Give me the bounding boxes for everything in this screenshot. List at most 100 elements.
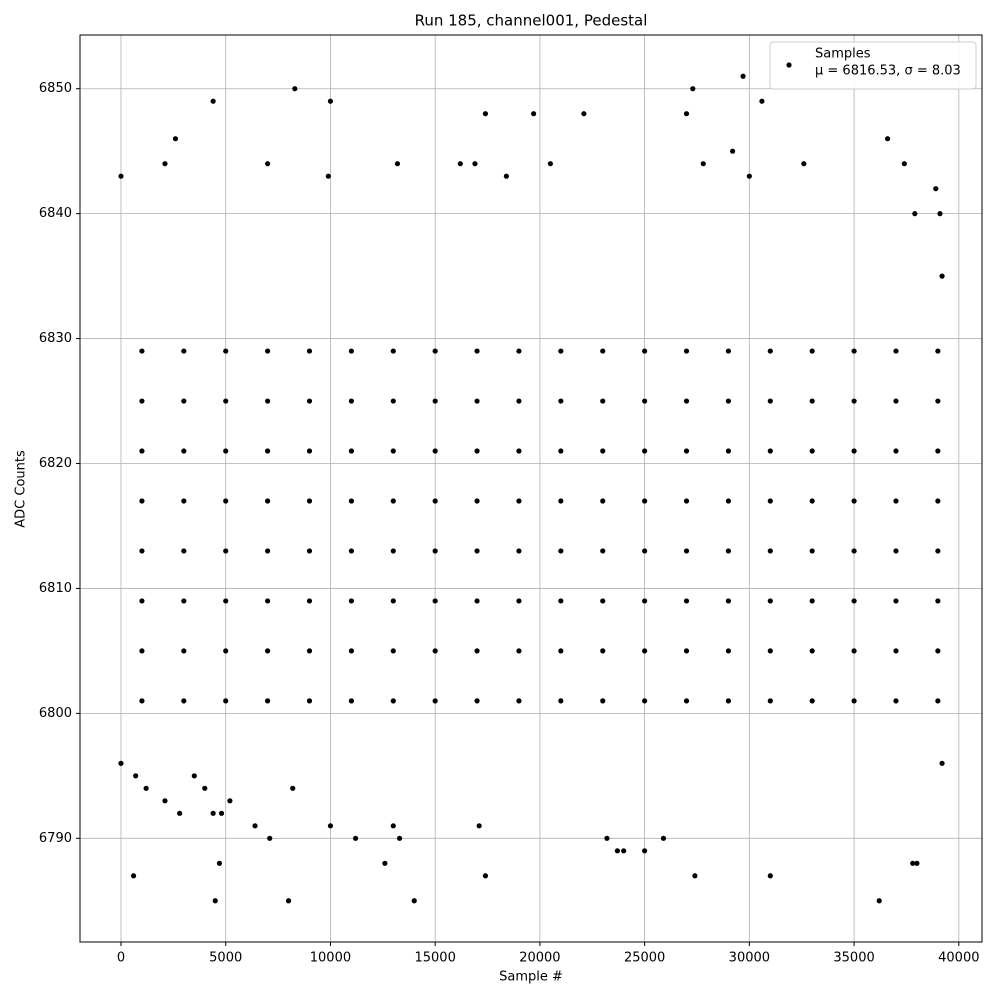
- point: [642, 448, 648, 454]
- point: [382, 860, 388, 866]
- point: [767, 348, 773, 354]
- point: [660, 835, 667, 841]
- legend-label: Samples: [815, 47, 871, 62]
- series: [118, 73, 945, 904]
- point: [901, 161, 907, 167]
- point: [851, 498, 857, 504]
- point: [767, 448, 773, 454]
- x-tick-label: 20000: [519, 951, 560, 966]
- point: [642, 698, 648, 704]
- point: [683, 648, 690, 654]
- point: [265, 398, 271, 404]
- point: [411, 898, 417, 904]
- point: [851, 548, 857, 554]
- point: [218, 810, 225, 816]
- point: [181, 648, 187, 654]
- point: [642, 498, 648, 504]
- point: [396, 835, 403, 841]
- chart-title: Run 185, channel001, Pedestal: [415, 12, 648, 30]
- point: [432, 548, 438, 554]
- point: [516, 498, 522, 504]
- legend-stats: μ = 6816.53, σ = 8.03: [815, 64, 961, 79]
- point: [327, 823, 334, 829]
- point: [472, 161, 478, 167]
- point: [292, 86, 298, 92]
- point: [558, 648, 564, 654]
- point: [394, 161, 401, 167]
- point: [746, 173, 752, 179]
- point: [348, 398, 354, 404]
- point: [935, 598, 941, 604]
- point: [516, 448, 522, 454]
- point: [474, 548, 480, 554]
- point: [851, 448, 857, 454]
- point: [767, 873, 773, 879]
- point: [191, 773, 197, 779]
- y-tick-label: 6810: [39, 581, 72, 596]
- point: [306, 598, 313, 604]
- point: [642, 598, 648, 604]
- point: [683, 498, 690, 504]
- point: [893, 598, 899, 604]
- point: [390, 498, 396, 504]
- plot-frame: [79, 34, 983, 943]
- point: [809, 348, 815, 354]
- point: [683, 548, 690, 554]
- point: [851, 398, 857, 404]
- point: [139, 598, 145, 604]
- point: [683, 111, 690, 117]
- point: [306, 348, 313, 354]
- point: [432, 598, 438, 604]
- point: [181, 448, 187, 454]
- y-tick-label: 6840: [39, 206, 72, 221]
- point: [327, 98, 334, 104]
- point: [642, 398, 648, 404]
- point: [306, 448, 313, 454]
- point: [893, 498, 899, 504]
- point: [851, 598, 857, 604]
- point: [474, 698, 480, 704]
- point: [767, 398, 773, 404]
- point: [937, 211, 943, 217]
- x-tick-label: 0: [117, 951, 125, 966]
- point: [600, 448, 606, 454]
- point: [690, 86, 696, 92]
- y-tick-label: 6850: [39, 81, 72, 96]
- point: [265, 161, 271, 167]
- point: [600, 398, 606, 404]
- point: [876, 898, 882, 904]
- y-tick-label: 6790: [39, 831, 72, 846]
- point: [558, 448, 564, 454]
- point: [683, 698, 690, 704]
- point: [223, 398, 229, 404]
- point: [503, 173, 509, 179]
- point: [139, 398, 145, 404]
- point: [767, 498, 773, 504]
- point: [935, 448, 941, 454]
- point: [306, 648, 313, 654]
- point: [600, 498, 606, 504]
- point: [210, 98, 216, 104]
- point: [700, 161, 706, 167]
- point: [516, 398, 522, 404]
- point: [265, 598, 271, 604]
- point: [809, 398, 815, 404]
- x-tick-label: 40000: [938, 951, 979, 966]
- point: [181, 598, 187, 604]
- point: [390, 348, 396, 354]
- point: [143, 785, 149, 791]
- point: [914, 860, 920, 866]
- point: [809, 448, 815, 454]
- point: [118, 760, 124, 766]
- point: [933, 186, 939, 192]
- point: [348, 598, 354, 604]
- point: [600, 648, 606, 654]
- point: [884, 136, 891, 142]
- point: [516, 698, 522, 704]
- point: [600, 598, 606, 604]
- point: [604, 835, 610, 841]
- point: [600, 698, 606, 704]
- point: [223, 548, 229, 554]
- point: [227, 798, 233, 804]
